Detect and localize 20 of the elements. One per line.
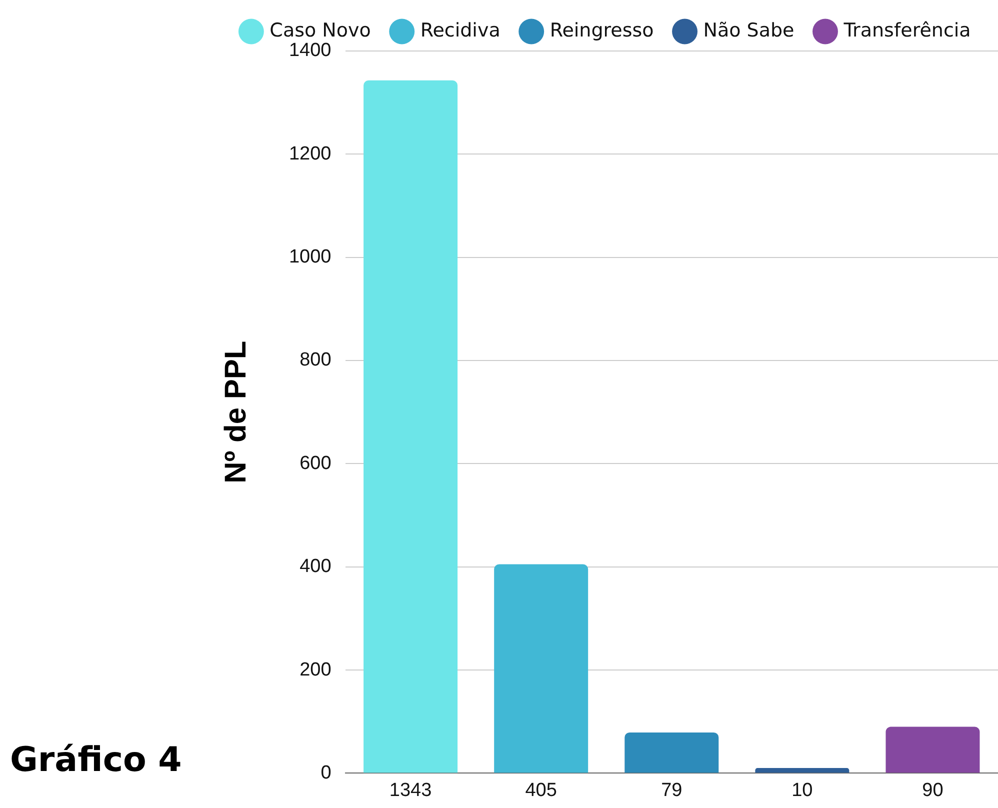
legend-label: Não Sabe bbox=[703, 19, 794, 42]
y-tick-label: 400 bbox=[300, 556, 332, 578]
x-tick-label: 79 bbox=[661, 780, 682, 801]
legend-label: Caso Novo bbox=[270, 19, 371, 42]
y-tick-label: 1200 bbox=[288, 143, 332, 164]
y-tick-label: 200 bbox=[300, 659, 332, 680]
legend-label: Recidiva bbox=[420, 19, 500, 42]
legend-label: Transferência bbox=[842, 19, 971, 42]
y-axis-title: Nº de PPL bbox=[219, 340, 252, 484]
x-tick-label: 1343 bbox=[389, 780, 432, 801]
text: Gráfico 4 bbox=[10, 740, 182, 780]
x-tick-label: 405 bbox=[525, 780, 557, 801]
y-tick-label: 0 bbox=[320, 762, 332, 784]
legend-label: Reingresso bbox=[550, 19, 654, 42]
y-tick-label: 600 bbox=[300, 452, 332, 474]
x-tick-label: 10 bbox=[792, 780, 813, 801]
x-tick-label: 90 bbox=[922, 780, 944, 801]
y-tick-label: 800 bbox=[300, 350, 332, 371]
y-tick-label: 1400 bbox=[288, 40, 332, 62]
y-tick-label: 1000 bbox=[288, 246, 332, 268]
